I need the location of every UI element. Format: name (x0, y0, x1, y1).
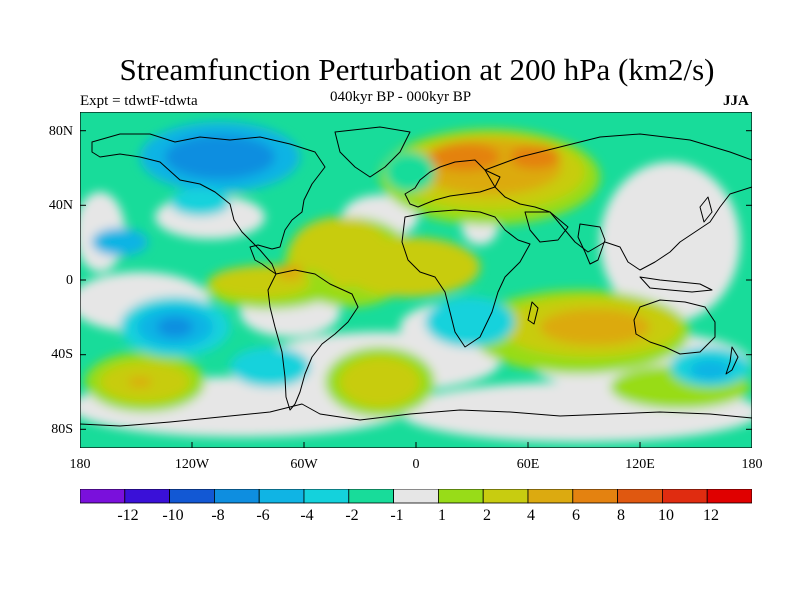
coast-japan (699, 196, 713, 223)
lon-label-180e: 180 (741, 457, 763, 472)
colorbar-box (169, 489, 215, 504)
colorbar-label: 1 (438, 507, 446, 524)
season-label: JJA (723, 93, 749, 109)
coast-indonesia (639, 276, 713, 293)
coast-arabia (524, 211, 569, 243)
colorbar-label: 2 (483, 507, 491, 524)
colorbar-box (393, 489, 439, 504)
experiment-label: Expt = tdwtF-tdwta (80, 93, 198, 109)
coast-africa (401, 209, 531, 348)
period-label: 040kyr BP - 000kyr BP (330, 89, 472, 105)
colorbar-label: -6 (256, 507, 270, 524)
lat-label-0: 0 (66, 273, 73, 288)
coast-north-america (91, 133, 326, 275)
coast-asia (484, 133, 752, 271)
colorbar-label: -1 (390, 507, 404, 524)
colorbar-box (617, 489, 663, 504)
streamfunction-map (80, 112, 752, 448)
colorbar-box (124, 489, 170, 504)
colorbar-box (258, 489, 305, 504)
colorbar-label: 10 (658, 507, 674, 524)
lat-label-80s: 80S (51, 422, 73, 437)
colorbar-label: -10 (162, 507, 184, 524)
colorbar-boxes (80, 489, 752, 504)
lat-label-40s: 40S (51, 347, 73, 362)
colorbar-box (572, 489, 618, 504)
colorbar-box (662, 489, 708, 504)
lon-label-120e: 120E (625, 457, 655, 472)
colorbar-label: 8 (617, 507, 625, 524)
lon-label-180w: 180 (69, 457, 91, 472)
contour-fill-layer (80, 122, 752, 442)
coast-antarctica (80, 403, 752, 427)
plot-title: Streamfunction Perturbation at 200 hPa (… (119, 52, 715, 87)
colorbar-box (213, 489, 260, 504)
coast-new-zealand (725, 346, 739, 375)
lon-label-0: 0 (412, 457, 420, 472)
colorbar-label: -4 (300, 507, 314, 524)
lat-label-40n: 40N (48, 198, 73, 213)
coast-south-america (267, 269, 359, 411)
lon-label-120w: 120W (174, 457, 210, 472)
colorbar-box (303, 489, 350, 504)
colorbar-box (482, 489, 529, 504)
lon-label-60e: 60E (516, 457, 540, 472)
colorbar-label: -8 (211, 507, 225, 524)
lon-label-60w: 60W (290, 457, 318, 472)
coast-madagascar (527, 301, 539, 325)
colorbar-box (437, 489, 484, 504)
colorbar-label: -12 (117, 507, 139, 524)
colorbar-label: 12 (703, 507, 719, 524)
colorbar-box (348, 489, 394, 504)
colorbar (80, 489, 752, 504)
coast-greenland (334, 126, 411, 178)
lat-label-80n: 80N (48, 124, 73, 139)
colorbar-box (80, 489, 126, 504)
coast-europe (404, 159, 501, 208)
coast-india (577, 223, 606, 265)
colorbar-box (527, 489, 574, 504)
colorbar-box (706, 489, 752, 504)
colorbar-label: 4 (527, 507, 535, 524)
coast-australia (633, 299, 716, 355)
coastlines (80, 126, 752, 427)
colorbar-label: 6 (572, 507, 580, 524)
colorbar-label: -2 (345, 507, 359, 524)
axis-ticks (80, 130, 752, 448)
